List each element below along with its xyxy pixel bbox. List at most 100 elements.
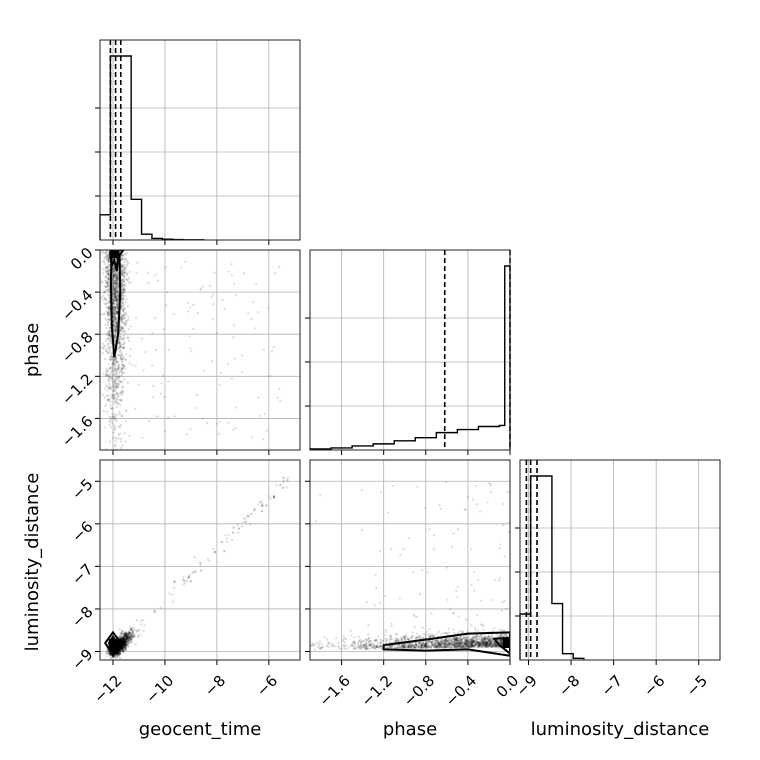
sample-point	[113, 288, 117, 291]
sample-point	[107, 305, 110, 308]
sample-point	[191, 571, 194, 575]
sample-point	[403, 643, 406, 646]
sample-point	[470, 642, 474, 645]
sample-point	[109, 386, 112, 389]
sample-point	[486, 642, 489, 645]
sample-point	[122, 309, 125, 312]
sample-point	[101, 393, 104, 396]
sample-point	[120, 327, 123, 330]
sample-point	[114, 373, 117, 376]
sample-point	[405, 644, 408, 647]
sample-point	[395, 639, 398, 642]
sample-point	[360, 641, 363, 644]
sample-point	[444, 639, 447, 642]
sample-point	[110, 356, 113, 359]
sample-point	[478, 642, 481, 645]
sample-point	[129, 632, 132, 635]
sample-point	[124, 639, 128, 642]
sample-point	[402, 636, 405, 640]
sample-point	[116, 402, 119, 406]
sample-point	[435, 645, 438, 648]
sample-point	[501, 600, 504, 603]
sample-point	[435, 646, 438, 649]
sample-point	[208, 559, 211, 562]
sample-point	[113, 311, 116, 314]
sample-point	[131, 630, 134, 633]
sample-point	[160, 382, 163, 385]
sample-point	[350, 634, 353, 637]
sample-point	[108, 310, 111, 313]
sample-point	[400, 644, 404, 648]
sample-point	[115, 274, 118, 277]
sample-point	[117, 366, 121, 369]
sample-point	[120, 647, 123, 650]
sample-point	[125, 643, 128, 647]
sample-point	[124, 642, 127, 645]
sample-point	[474, 643, 477, 646]
sample-point	[121, 391, 125, 394]
sample-point	[113, 436, 117, 439]
sample-point	[444, 645, 447, 648]
sample-point	[468, 643, 471, 647]
sample-point	[242, 517, 246, 520]
sample-point	[120, 639, 124, 642]
sample-point	[490, 641, 493, 644]
sample-point	[417, 646, 420, 649]
sample-point	[270, 350, 274, 353]
sample-point	[359, 643, 362, 646]
sample-point	[104, 339, 107, 342]
sample-point	[114, 282, 117, 285]
sample-point	[452, 637, 455, 641]
sample-point	[103, 297, 107, 300]
sample-point	[451, 639, 454, 643]
sample-point	[117, 433, 121, 436]
sample-point	[112, 328, 116, 331]
sample-point	[109, 407, 113, 410]
sample-point	[110, 421, 114, 424]
sample-point	[125, 636, 128, 639]
sample-point	[120, 636, 123, 639]
sample-point	[456, 632, 460, 635]
sample-point	[127, 336, 130, 339]
sample-point	[456, 636, 459, 639]
sample-point	[494, 645, 497, 648]
sample-point	[113, 390, 116, 393]
sample-point	[463, 636, 466, 639]
sample-point	[123, 641, 127, 644]
sample-point	[439, 507, 443, 510]
sample-point	[353, 644, 356, 647]
sample-point	[416, 636, 419, 639]
sample-point	[107, 253, 110, 256]
sample-point	[122, 364, 126, 367]
sample-point	[119, 637, 122, 640]
sample-point	[106, 650, 109, 653]
sample-point	[467, 639, 470, 642]
sample-point	[466, 645, 469, 648]
sample-point	[118, 649, 122, 652]
sample-point	[477, 578, 480, 581]
sample-point	[327, 641, 330, 644]
sample-point	[124, 639, 127, 642]
sample-point	[113, 295, 116, 298]
sample-point	[261, 502, 264, 505]
sample-point	[142, 369, 145, 372]
sample-point	[108, 653, 112, 656]
sample-point	[438, 643, 441, 646]
sample-point	[446, 638, 449, 641]
sample-point	[124, 638, 127, 641]
sample-point	[126, 278, 129, 281]
sample-point	[304, 637, 306, 639]
sample-point	[123, 635, 127, 638]
sample-point	[108, 329, 111, 333]
sample-point	[102, 344, 106, 347]
sample-point	[123, 633, 126, 636]
sample-point	[126, 637, 129, 640]
sample-point	[130, 628, 133, 631]
sample-point	[142, 619, 145, 622]
sample-point	[111, 281, 114, 284]
sample-point	[126, 639, 130, 643]
sample-point	[437, 630, 440, 633]
sample-point	[110, 453, 112, 455]
sample-point	[375, 645, 378, 649]
sample-point	[113, 293, 116, 297]
